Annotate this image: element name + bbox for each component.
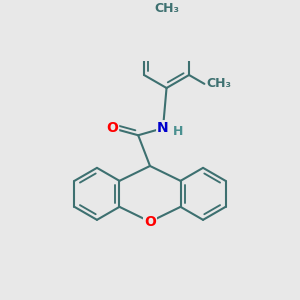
Text: O: O — [106, 121, 118, 135]
Text: CH₃: CH₃ — [206, 77, 231, 90]
Text: H: H — [172, 125, 183, 138]
Text: CH₃: CH₃ — [154, 2, 179, 15]
Text: N: N — [157, 121, 169, 135]
Text: O: O — [144, 215, 156, 229]
